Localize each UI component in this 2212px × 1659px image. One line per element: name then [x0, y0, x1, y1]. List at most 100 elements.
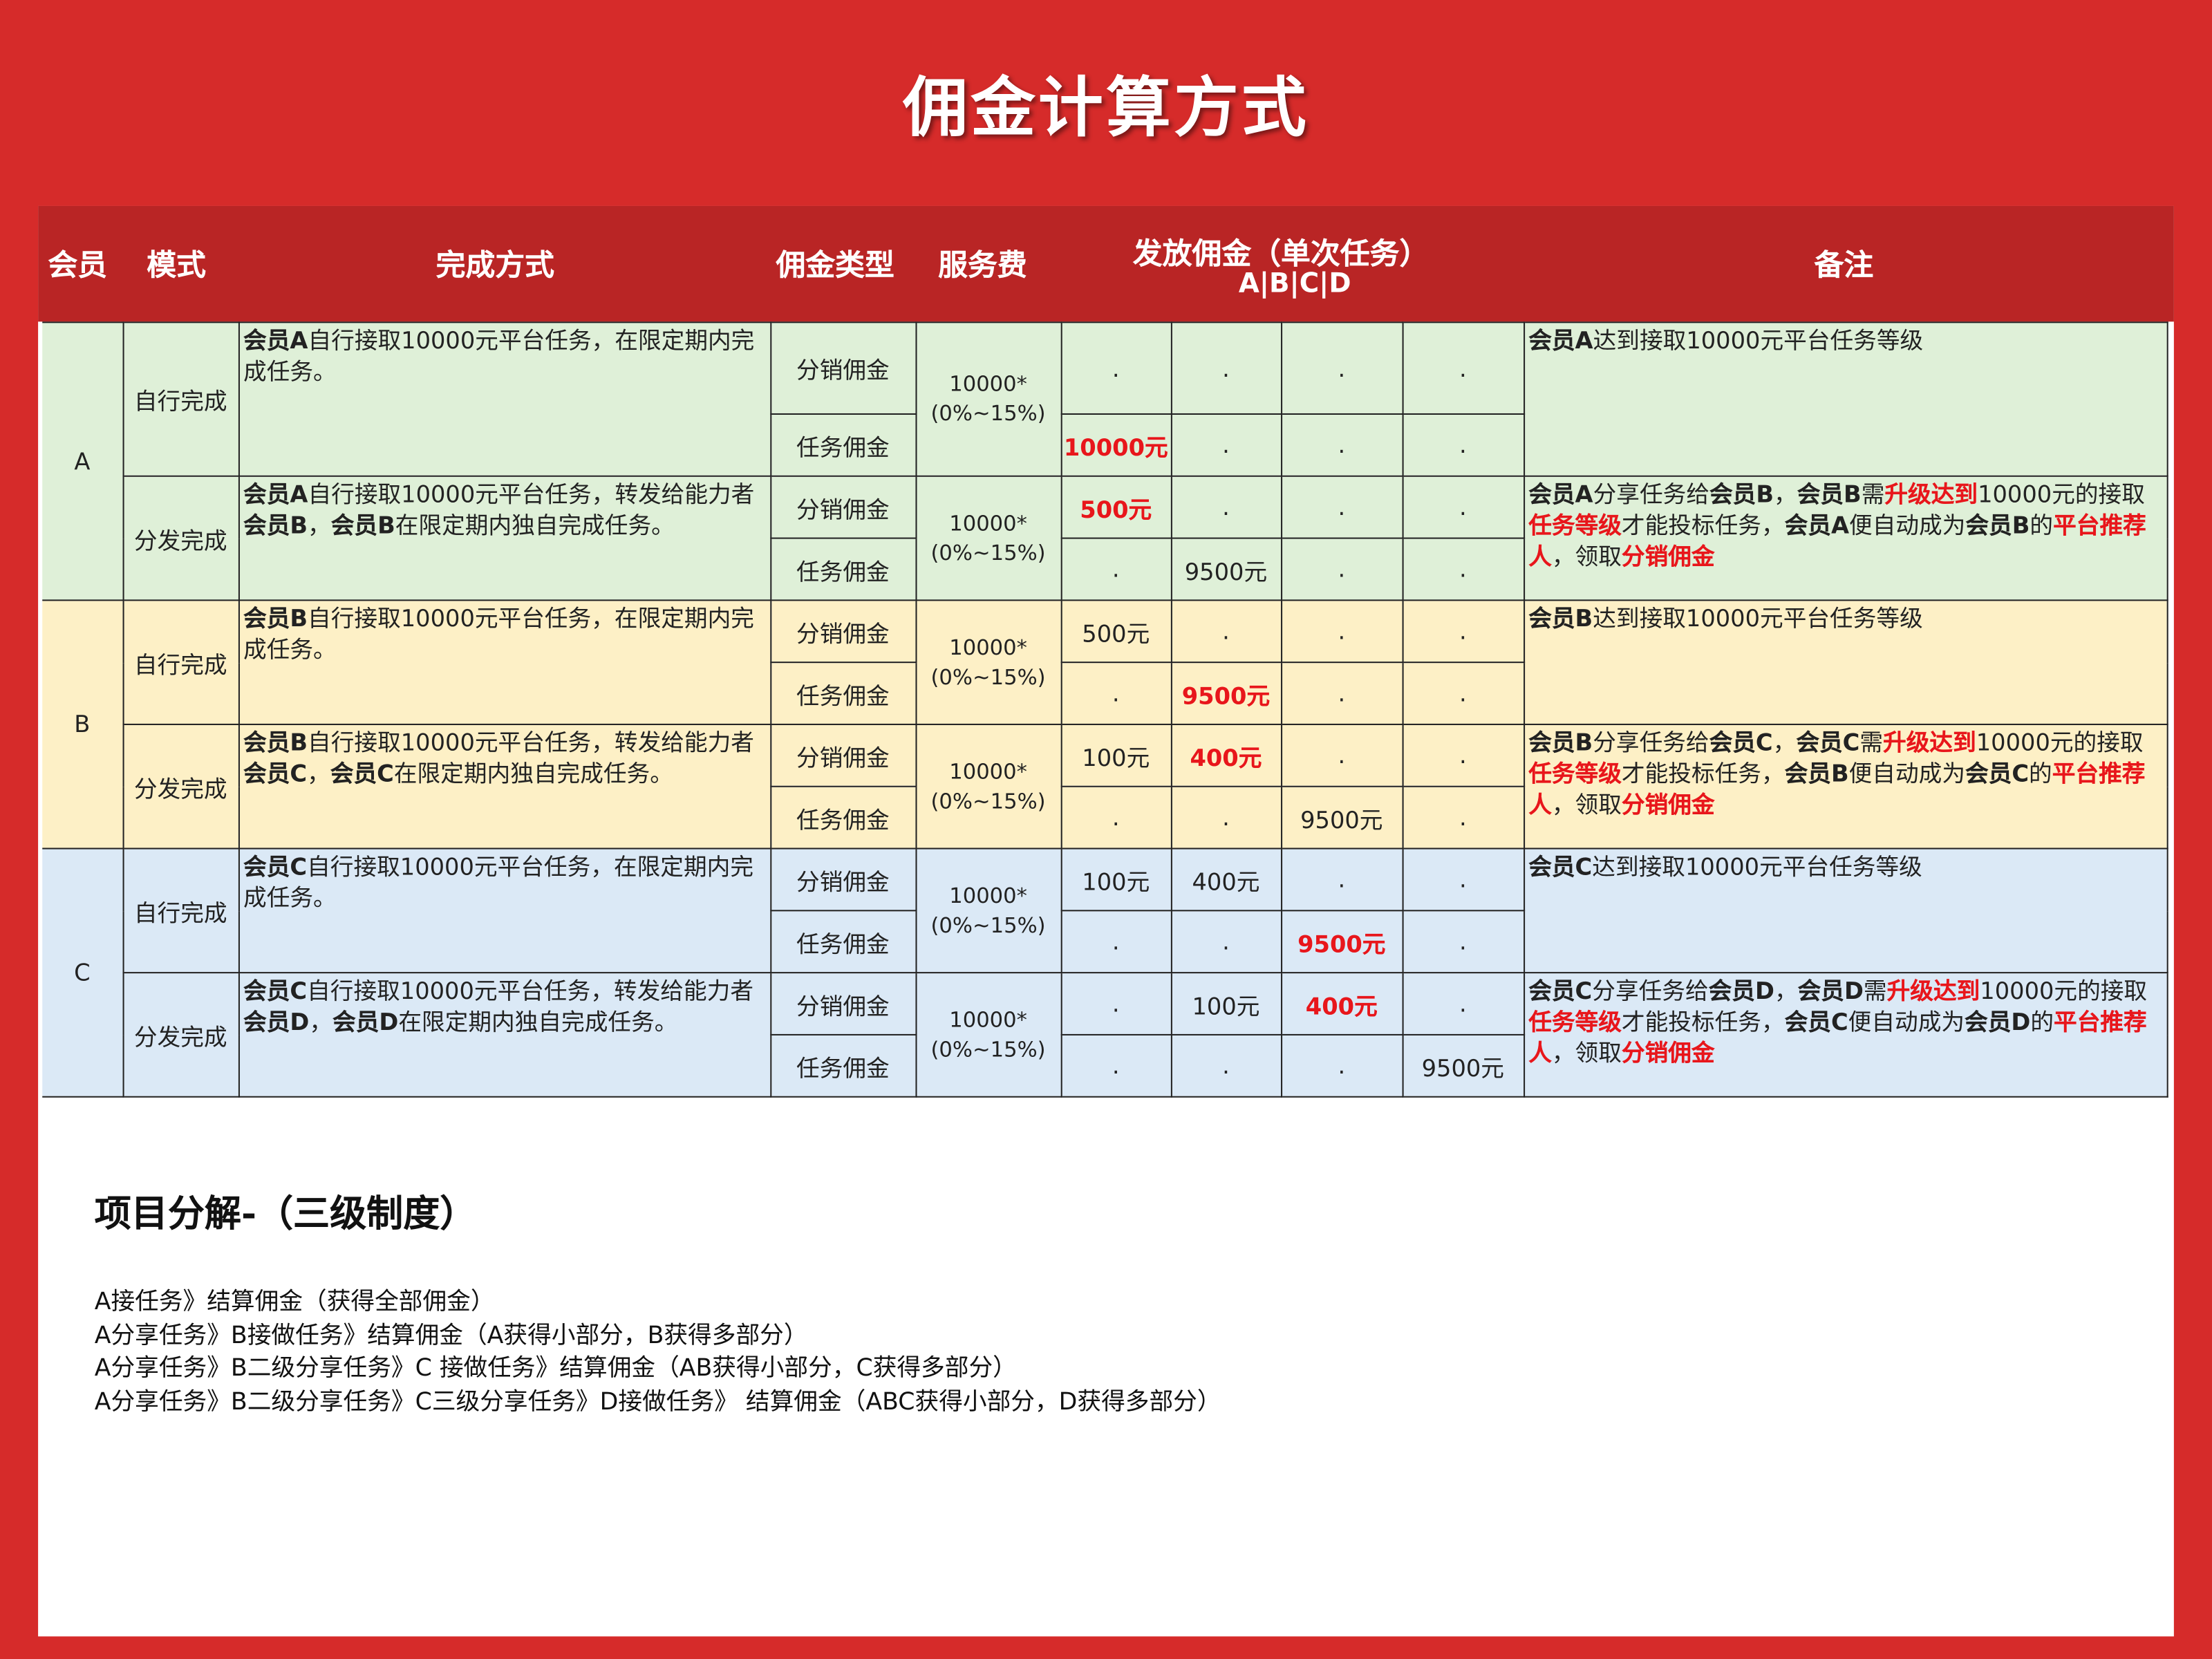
table-row: 任务佣金. 9500元..	[42, 537, 2166, 601]
service-fee: 10000* (0%~15%)	[915, 321, 1062, 477]
text-segment: 需	[1859, 729, 1884, 756]
text-segment: 才能投标任务，	[1621, 760, 1785, 787]
text-segment: 自行接取10000元平台任务，在限定期内完成任务。	[243, 605, 754, 664]
text-segment: 会员D	[1797, 977, 1864, 1005]
header-method: 完成方式	[435, 248, 555, 283]
service-fee-line: 10000*	[949, 371, 1027, 397]
text-segment: 在限定期内独自完成任务。	[395, 512, 675, 539]
payout-a: .	[1060, 785, 1172, 850]
table-row: 任务佣金.. 9500元.	[42, 910, 2166, 974]
text-segment: 会员B	[1528, 729, 1593, 756]
text-segment: 达到接取10000元平台任务等级	[1592, 853, 1922, 881]
payout-c: 9500元	[1280, 785, 1403, 850]
header-mode: 模式	[147, 248, 206, 283]
text-segment: 需	[1863, 977, 1887, 1005]
member-cell: B	[42, 599, 124, 850]
commission-table: A 自行完成 会员A自行接取10000元平台任务，在限定期内完成任务。 分销佣金 100…	[42, 321, 2168, 1098]
payout-d: .	[1401, 723, 1525, 787]
method-description: 会员C自行接取10000元平台任务，在限定期内完成任务。	[237, 847, 771, 974]
payout-c: .	[1280, 723, 1403, 787]
payout-c: .	[1280, 321, 1403, 415]
service-fee-line: (0%~15%)	[930, 1035, 1046, 1062]
payout-d: .	[1401, 847, 1525, 912]
payout-b: .	[1170, 321, 1282, 415]
commission-type: 分销佣金	[769, 972, 917, 1035]
commission-type: 分销佣金	[769, 599, 917, 664]
payout-a: 100元	[1060, 847, 1172, 912]
text-segment: 自行接取10000元平台任务，在限定期内完成任务。	[243, 327, 755, 386]
text-segment: 便自动成为	[1848, 1009, 1965, 1035]
text-segment: ，	[1772, 729, 1797, 756]
text-segment: 会员A	[243, 480, 308, 508]
text-segment: 达到接取10000元平台任务等级	[1593, 327, 1924, 355]
breakdown-line: A分享任务》B接做任务》结算佣金（A获得小部分，B获得多部分）	[94, 1321, 808, 1350]
method-description: 会员B自行接取10000元平台任务，转发给能力者会员C，会员C在限定期内独自完成…	[237, 723, 771, 850]
text-segment: ，	[308, 512, 331, 539]
member-cell: C	[42, 847, 124, 1098]
text-segment: 自行接取10000元平台任务，转发给能力者	[308, 729, 754, 756]
page-title: 佣金计算方式	[903, 68, 1309, 146]
text-segment: ，	[309, 1009, 333, 1035]
note-cell: 会员B达到接取10000元平台任务等级	[1523, 599, 2168, 725]
commission-type: 任务佣金	[769, 1033, 917, 1098]
payout-b: 9500元	[1170, 537, 1282, 601]
payout-d: .	[1401, 321, 1525, 415]
service-fee-line: 10000*	[949, 509, 1027, 536]
text-segment: 会员B	[1784, 760, 1849, 787]
payout-a: .	[1060, 910, 1172, 974]
text-segment: 分销佣金	[1621, 1040, 1715, 1067]
table-row: 分发完成 会员C自行接取10000元平台任务，转发给能力者会员D，会员D在限定期内…	[42, 972, 2168, 1098]
service-fee: 10000* (0%~15%)	[915, 972, 1062, 1098]
text-segment: 会员B	[1965, 512, 2030, 539]
breakdown-line: A分享任务》B二级分享任务》C三级分享任务》D接做任务》 结算佣金（ABC获得小…	[94, 1387, 1221, 1416]
payout-d: .	[1401, 662, 1525, 725]
text-segment: ，	[1774, 977, 1798, 1005]
note-cell: 会员B分享任务给会员C，会员C需升级达到10000元的接取任务等级才能投标任务，…	[1523, 723, 2168, 850]
service-fee-line: (0%~15%)	[930, 539, 1046, 565]
text-segment: 升级达到	[1886, 977, 1980, 1005]
note-cell: 会员A达到接取10000元平台任务等级	[1523, 321, 2168, 477]
payout-b: 400元	[1170, 723, 1282, 787]
payout-c: .	[1280, 599, 1403, 664]
payout-a: 500元	[1060, 475, 1172, 539]
table-row: 任务佣金. 9500元..	[42, 662, 2166, 725]
text-segment: ，	[1774, 480, 1797, 508]
text-segment: 便自动成为	[1848, 760, 1965, 787]
text-segment: 会员D	[243, 1009, 310, 1035]
header-fee: 服务费	[938, 248, 1027, 283]
text-segment: 会员C	[243, 977, 308, 1005]
text-segment: 会员B	[243, 729, 308, 756]
text-segment: 自行接取10000元平台任务，转发给能力者	[308, 480, 755, 508]
commission-type: 任务佣金	[769, 785, 917, 850]
text-segment: 会员C	[330, 760, 394, 787]
method-description: 会员B自行接取10000元平台任务，在限定期内完成任务。	[237, 599, 771, 725]
breakdown-line: A接任务》结算佣金（获得全部佣金）	[94, 1288, 495, 1317]
header-member: 会员	[48, 248, 108, 283]
payout-c: .	[1280, 847, 1403, 912]
text-segment: 平台推荐人	[1528, 1009, 2147, 1067]
mode-cell: 自行完成	[122, 599, 239, 725]
service-fee-line: (0%~15%)	[930, 664, 1046, 689]
payout-d: .	[1401, 413, 1525, 477]
commission-type: 任务佣金	[769, 662, 917, 725]
text-segment: 达到接取10000元平台任务等级	[1593, 605, 1923, 632]
service-fee-line: 10000*	[949, 634, 1027, 660]
service-fee-line: (0%~15%)	[930, 912, 1046, 938]
payout-a: 10000元	[1060, 413, 1172, 477]
header-payout-sub: A|B|C|D	[1238, 268, 1351, 299]
service-fee: 10000* (0%~15%)	[915, 847, 1062, 974]
text-segment: 会员D	[1965, 1009, 2031, 1035]
text-segment: 在限定期内独自完成任务。	[393, 760, 673, 787]
payout-d: .	[1401, 537, 1525, 601]
text-segment: 10000元的接取	[1976, 729, 2144, 756]
service-fee-line: 10000*	[949, 1006, 1027, 1032]
text-segment: 升级达到	[1883, 729, 1976, 756]
mode-cell: 分发完成	[122, 972, 239, 1098]
payout-c: .	[1280, 475, 1403, 539]
text-segment: 会员B	[1797, 480, 1862, 508]
mode-cell: 分发完成	[122, 723, 239, 850]
text-segment: 会员B	[330, 512, 395, 539]
commission-type: 任务佣金	[769, 537, 917, 601]
text-segment: 任务等级	[1528, 512, 1622, 539]
payout-b: .	[1170, 1033, 1282, 1098]
